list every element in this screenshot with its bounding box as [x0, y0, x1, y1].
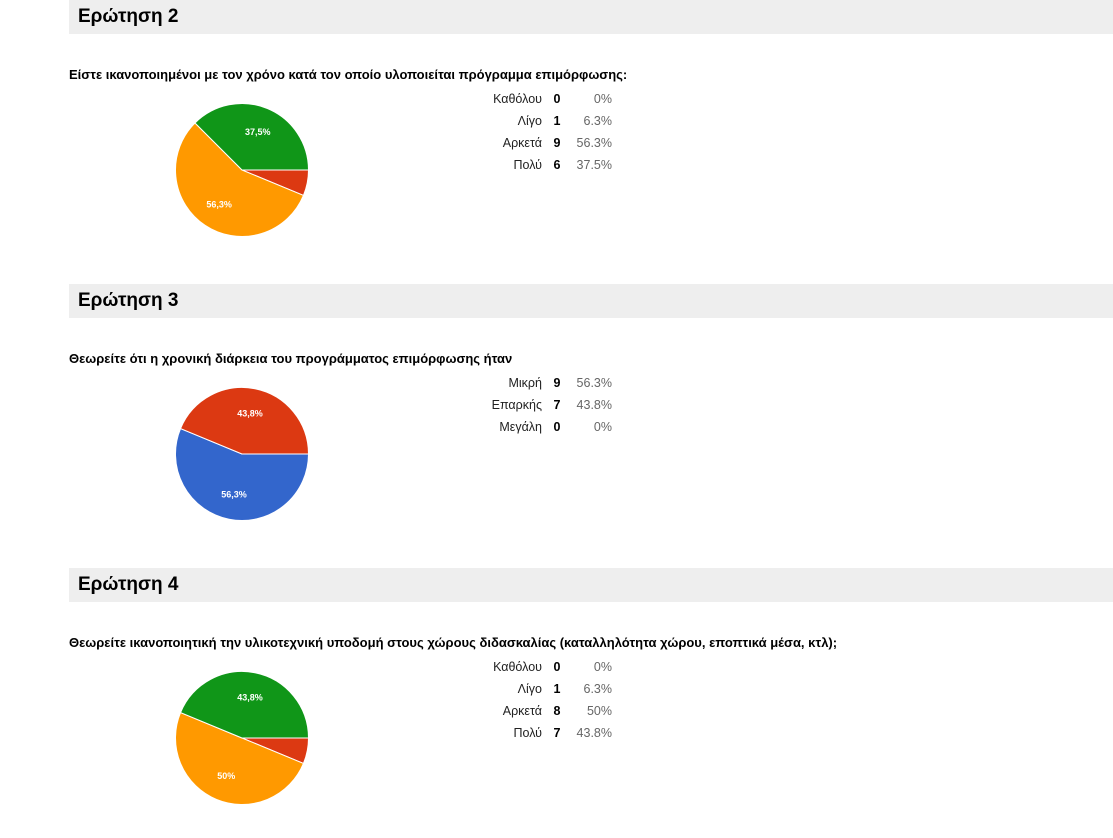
option-label: Αρκετά — [502, 704, 542, 718]
option-label: Μικρή — [508, 376, 542, 390]
section-header: Ερώτηση 3 — [69, 284, 1113, 318]
option-label: Αρκετά — [502, 136, 542, 150]
question-text: Θεωρείτε ότι η χρονική διάρκεια του προγ… — [69, 351, 513, 366]
pie-slice-Αρκετά — [175, 711, 305, 805]
summary-table: Καθόλου 0 0% Λίγο 1 6.3% Αρκετά 8 50% Πο… — [470, 656, 612, 744]
pie-slice-Πολύ — [179, 671, 310, 739]
section-header: Ερώτηση 4 — [69, 568, 1113, 602]
option-percent: 37.5% — [576, 158, 612, 172]
option-percent: 6.3% — [583, 114, 613, 128]
option-percent: 56.3% — [576, 376, 612, 390]
option-label: Πολύ — [513, 726, 542, 740]
option-percent: 6.3% — [583, 682, 613, 696]
option-count: 1 — [553, 682, 561, 696]
option-percent: 43.8% — [576, 726, 612, 740]
option-label: Μεγάλη — [499, 420, 542, 434]
option-count: 0 — [553, 92, 561, 106]
pie-slice-Μικρή — [175, 427, 310, 521]
option-count: 0 — [553, 660, 561, 674]
option-percent: 50% — [586, 704, 612, 718]
table-row: Πολύ 7 43.8% — [470, 722, 612, 744]
option-percent: 43.8% — [576, 398, 612, 412]
option-label: Λίγο — [517, 114, 542, 128]
option-label: Λίγο — [517, 682, 542, 696]
pie-slice-label: 56,3% — [221, 489, 247, 499]
table-row: Καθόλου 0 0% — [470, 656, 612, 678]
option-count: 9 — [553, 376, 561, 390]
table-row: Μεγάλη 0 0% — [470, 416, 612, 438]
option-percent: 0% — [593, 660, 612, 674]
pie-slice-label: 43,8% — [237, 409, 263, 419]
summary-table: Μικρή 9 56.3% Επαρκής 7 43.8% Μεγάλη 0 0… — [470, 372, 612, 438]
option-count: 9 — [553, 136, 561, 150]
table-row: Επαρκής 7 43.8% — [470, 394, 612, 416]
question-section-2: Ερώτηση 2 Είστε ικανοποιημένοι με τον χρ… — [0, 0, 1113, 270]
pie-chart: 56,3% 43,8% — [175, 387, 310, 521]
question-text: Θεωρείτε ικανοποιητική την υλικοτεχνική … — [69, 635, 838, 650]
table-row: Καθόλου 0 0% — [470, 88, 612, 110]
pie-slice-label: 43,8% — [237, 693, 263, 703]
option-label: Καθόλου — [493, 92, 542, 106]
question-text: Είστε ικανοποιημένοι με τον χρόνο κατά τ… — [69, 67, 628, 82]
table-row: Λίγο 1 6.3% — [470, 110, 612, 132]
option-count: 7 — [553, 726, 561, 740]
option-count: 7 — [553, 398, 561, 412]
pie-slice-Αρκετά — [175, 122, 305, 237]
question-section-4: Ερώτηση 4 Θεωρείτε ικανοποιητική την υλι… — [0, 568, 1113, 838]
option-label: Καθόλου — [493, 660, 542, 674]
pie-chart: 56,3% 37,5% — [175, 103, 310, 237]
table-row: Μικρή 9 56.3% — [470, 372, 612, 394]
question-section-3: Ερώτηση 3 Θεωρείτε ότι η χρονική διάρκει… — [0, 284, 1113, 554]
pie-chart: 50% 43,8% — [175, 671, 310, 805]
section-header: Ερώτηση 2 — [69, 0, 1113, 34]
option-count: 1 — [553, 114, 561, 128]
pie-slice-label: 56,3% — [206, 199, 232, 209]
option-count: 0 — [553, 420, 561, 434]
pie-slice-label: 37,5% — [245, 127, 271, 137]
option-percent: 0% — [593, 92, 612, 106]
summary-table: Καθόλου 0 0% Λίγο 1 6.3% Αρκετά 9 56.3% … — [470, 88, 612, 176]
pie-slice-Πολύ — [194, 103, 310, 171]
table-row: Αρκετά 8 50% — [470, 700, 612, 722]
option-percent: 0% — [593, 420, 612, 434]
table-row: Λίγο 1 6.3% — [470, 678, 612, 700]
option-count: 6 — [553, 158, 561, 172]
pie-slice-label: 50% — [217, 771, 235, 781]
option-label: Πολύ — [513, 158, 542, 172]
option-label: Επαρκής — [491, 398, 542, 412]
table-row: Πολύ 6 37.5% — [470, 154, 612, 176]
pie-slice-Επαρκής — [179, 387, 310, 455]
option-count: 8 — [553, 704, 561, 718]
table-row: Αρκετά 9 56.3% — [470, 132, 612, 154]
option-percent: 56.3% — [576, 136, 612, 150]
